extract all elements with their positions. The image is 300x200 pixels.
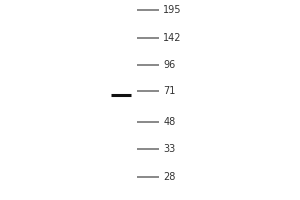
- Text: 142: 142: [164, 33, 182, 43]
- Text: 48: 48: [164, 117, 175, 127]
- Text: 195: 195: [164, 5, 182, 15]
- Text: 71: 71: [164, 86, 176, 96]
- Text: 28: 28: [164, 172, 176, 182]
- Text: 96: 96: [164, 60, 175, 70]
- Text: 33: 33: [164, 144, 175, 154]
